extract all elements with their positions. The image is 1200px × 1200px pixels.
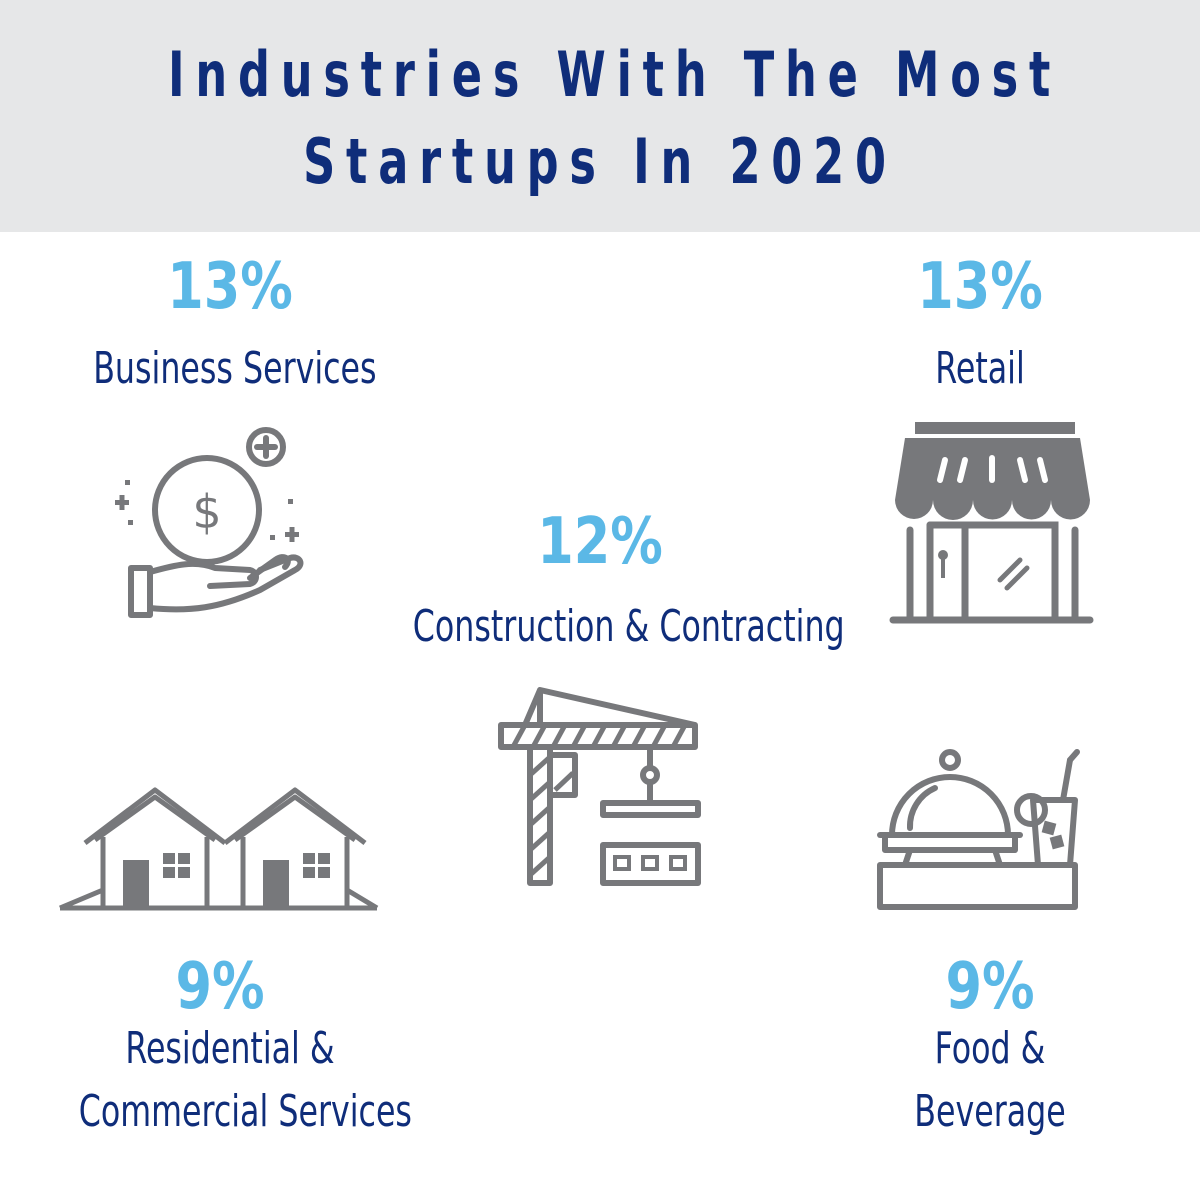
construction-label: Construction & Contracting (412, 601, 845, 652)
crane-icon (495, 685, 710, 895)
svg-text:$: $ (192, 485, 221, 539)
food-beverage-label-line-1: Food & (934, 1023, 1046, 1074)
food-beverage-percent: 9% (945, 950, 1035, 1024)
houses-icon (55, 785, 385, 915)
retail-label: Retail (935, 343, 1025, 394)
storefront-icon (885, 420, 1100, 635)
residential-label-line-1: Residential & (125, 1023, 335, 1074)
residential-percent: 9% (175, 950, 265, 1024)
title-line-2: Startups In 2020 (303, 125, 897, 198)
title-banner: Industries With The Most Startups In 202… (0, 0, 1200, 232)
food-beverage-label-line-2: Beverage (914, 1086, 1066, 1137)
hand-coin-icon: $ (100, 420, 320, 630)
title-line-1: Industries With The Most (167, 38, 1062, 111)
business-services-percent: 13% (167, 250, 293, 324)
retail-percent: 13% (917, 250, 1043, 324)
residential-label-line-2: Commercial Services (78, 1086, 412, 1137)
construction-percent: 12% (537, 505, 663, 579)
food-cloche-icon (875, 740, 1090, 915)
business-services-label: Business Services (93, 343, 377, 394)
